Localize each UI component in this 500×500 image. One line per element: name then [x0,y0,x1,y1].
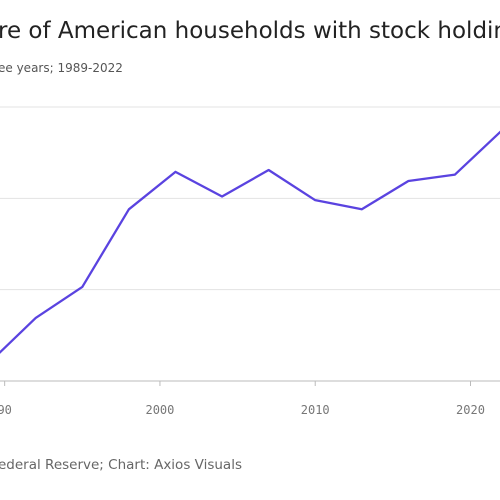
x-tick-label: 2000 [145,403,174,417]
x-tick-label: 90 [0,403,12,417]
chart-source: ederal Reserve; Chart: Axios Visuals [0,457,242,473]
x-tick-label: 2020 [456,403,485,417]
chart-subtitle: ee years; 1989-2022 [0,61,123,75]
x-tick-label: 2010 [301,403,330,417]
chart-title: re of American households with stock hol… [0,18,500,44]
data-line [0,130,500,354]
